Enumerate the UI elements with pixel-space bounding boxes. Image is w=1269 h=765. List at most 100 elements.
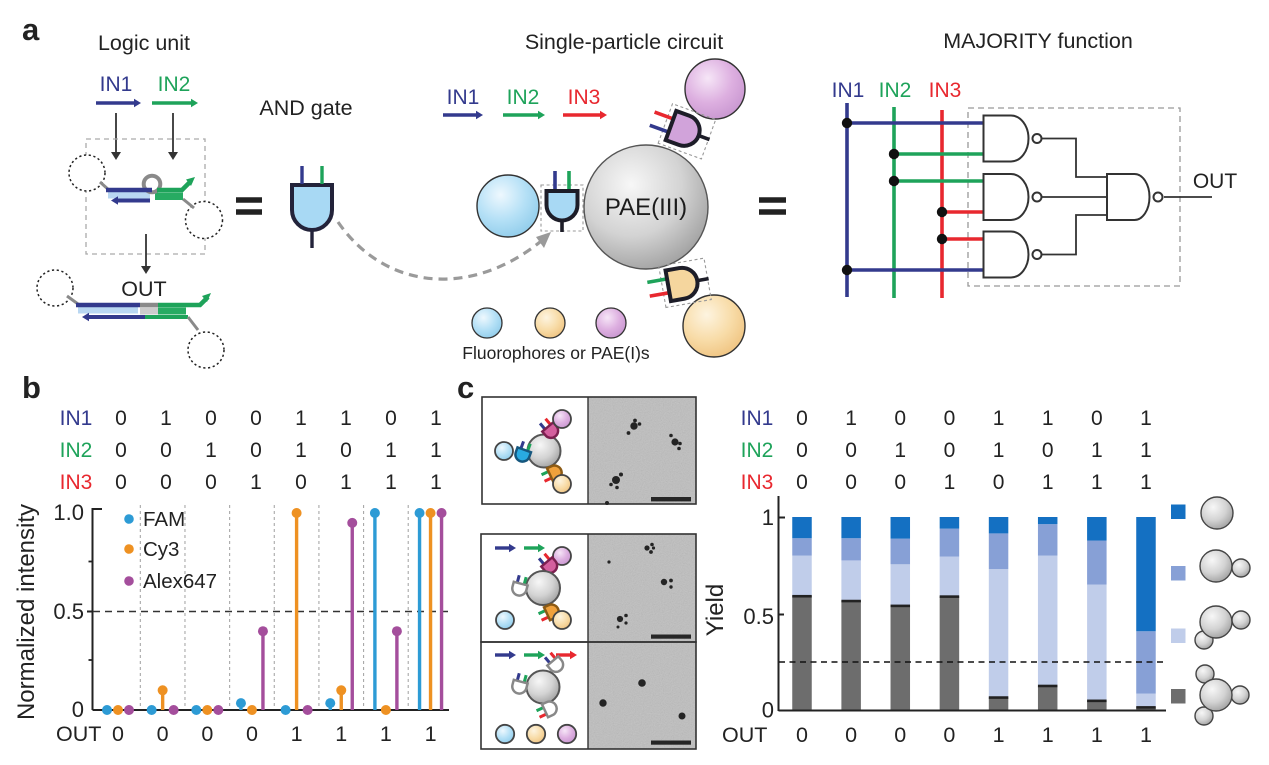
svg-text:1: 1 — [385, 439, 397, 462]
svg-text:1: 1 — [295, 439, 307, 462]
svg-text:PAE(III): PAE(III) — [605, 194, 687, 221]
svg-text:1: 1 — [291, 722, 303, 746]
svg-text:0: 0 — [796, 407, 808, 430]
svg-text:IN1: IN1 — [832, 79, 865, 102]
svg-text:MAJORITY function: MAJORITY function — [943, 29, 1133, 53]
svg-text:0: 0 — [1091, 407, 1103, 430]
svg-text:1: 1 — [1140, 439, 1152, 462]
svg-text:OUT: OUT — [121, 277, 166, 301]
svg-text:IN3: IN3 — [741, 471, 774, 494]
svg-text:0: 0 — [944, 407, 956, 430]
svg-text:1: 1 — [1140, 723, 1152, 747]
svg-text:1: 1 — [205, 439, 217, 462]
svg-text:1: 1 — [335, 722, 347, 746]
svg-text:0: 0 — [250, 407, 262, 430]
svg-text:0: 0 — [115, 407, 127, 430]
svg-text:OUT: OUT — [56, 722, 101, 746]
svg-text:1: 1 — [993, 723, 1005, 747]
svg-text:0: 0 — [115, 471, 127, 494]
svg-text:1: 1 — [762, 505, 774, 530]
svg-text:0: 0 — [160, 471, 172, 494]
svg-text:0: 0 — [845, 471, 857, 494]
svg-text:0: 0 — [115, 439, 127, 462]
svg-text:1: 1 — [1091, 439, 1103, 462]
svg-text:1: 1 — [845, 407, 857, 430]
svg-text:Logic unit: Logic unit — [98, 31, 190, 55]
svg-text:0.5: 0.5 — [53, 599, 84, 624]
svg-text:0: 0 — [112, 722, 124, 746]
svg-text:0: 0 — [340, 439, 352, 462]
svg-text:0: 0 — [385, 407, 397, 430]
svg-text:0: 0 — [205, 471, 217, 494]
svg-text:0: 0 — [993, 471, 1005, 494]
svg-text:1: 1 — [380, 722, 392, 746]
svg-text:0: 0 — [894, 723, 906, 747]
svg-text:IN2: IN2 — [158, 73, 191, 96]
svg-text:1: 1 — [1042, 407, 1054, 430]
svg-text:1: 1 — [1091, 471, 1103, 494]
svg-text:IN2: IN2 — [507, 86, 540, 109]
svg-text:1: 1 — [1042, 471, 1054, 494]
svg-text:IN2: IN2 — [60, 439, 93, 462]
svg-text:OUT: OUT — [722, 723, 767, 747]
svg-text:0: 0 — [205, 407, 217, 430]
svg-text:a: a — [22, 12, 40, 47]
svg-text:1: 1 — [425, 722, 437, 746]
svg-text:Normalized intensity: Normalized intensity — [13, 504, 40, 720]
svg-text:0: 0 — [246, 722, 258, 746]
svg-text:0: 0 — [160, 439, 172, 462]
svg-text:1: 1 — [295, 407, 307, 430]
svg-text:1: 1 — [430, 439, 442, 462]
svg-text:1: 1 — [1140, 407, 1152, 430]
svg-text:IN1: IN1 — [60, 407, 93, 430]
svg-text:0: 0 — [796, 723, 808, 747]
svg-text:Single-particle circuit: Single-particle circuit — [525, 30, 723, 54]
svg-text:c: c — [457, 370, 474, 405]
svg-text:0: 0 — [845, 723, 857, 747]
svg-text:Cy3: Cy3 — [143, 538, 179, 561]
svg-text:IN3: IN3 — [60, 471, 93, 494]
svg-text:0: 0 — [201, 722, 213, 746]
svg-text:Yield: Yield — [702, 584, 729, 636]
svg-text:IN2: IN2 — [879, 79, 912, 102]
svg-text:0: 0 — [295, 471, 307, 494]
svg-text:0: 0 — [943, 723, 955, 747]
svg-text:0: 0 — [157, 722, 169, 746]
svg-text:IN3: IN3 — [929, 79, 962, 102]
svg-text:1: 1 — [160, 407, 172, 430]
svg-text:IN1: IN1 — [447, 86, 480, 109]
svg-text:1: 1 — [894, 439, 906, 462]
svg-text:IN1: IN1 — [100, 73, 133, 96]
svg-text:OUT: OUT — [1193, 170, 1238, 193]
svg-text:0: 0 — [796, 439, 808, 462]
svg-text:Alex647: Alex647 — [143, 570, 217, 593]
svg-text:0: 0 — [845, 439, 857, 462]
svg-text:0.5: 0.5 — [743, 604, 774, 629]
svg-text:1: 1 — [250, 471, 262, 494]
svg-text:1: 1 — [993, 407, 1005, 430]
svg-text:IN2: IN2 — [741, 439, 774, 462]
svg-text:1: 1 — [430, 407, 442, 430]
svg-text:FAM: FAM — [143, 508, 185, 531]
svg-text:1: 1 — [944, 471, 956, 494]
svg-text:b: b — [22, 370, 41, 405]
svg-text:0: 0 — [894, 471, 906, 494]
svg-text:IN1: IN1 — [741, 407, 774, 430]
svg-text:1: 1 — [430, 471, 442, 494]
svg-text:0: 0 — [762, 698, 774, 723]
svg-text:1: 1 — [385, 471, 397, 494]
svg-text:1: 1 — [340, 471, 352, 494]
svg-text:0: 0 — [894, 407, 906, 430]
svg-text:0: 0 — [72, 697, 84, 722]
svg-text:IN3: IN3 — [568, 86, 601, 109]
svg-text:1.0: 1.0 — [53, 500, 84, 525]
svg-text:0: 0 — [796, 471, 808, 494]
svg-text:1: 1 — [340, 407, 352, 430]
svg-text:AND gate: AND gate — [259, 96, 352, 120]
svg-text:1: 1 — [1091, 723, 1103, 747]
svg-text:0: 0 — [1042, 439, 1054, 462]
svg-text:0: 0 — [944, 439, 956, 462]
svg-text:1: 1 — [993, 439, 1005, 462]
svg-text:0: 0 — [250, 439, 262, 462]
svg-text:1: 1 — [1042, 723, 1054, 747]
